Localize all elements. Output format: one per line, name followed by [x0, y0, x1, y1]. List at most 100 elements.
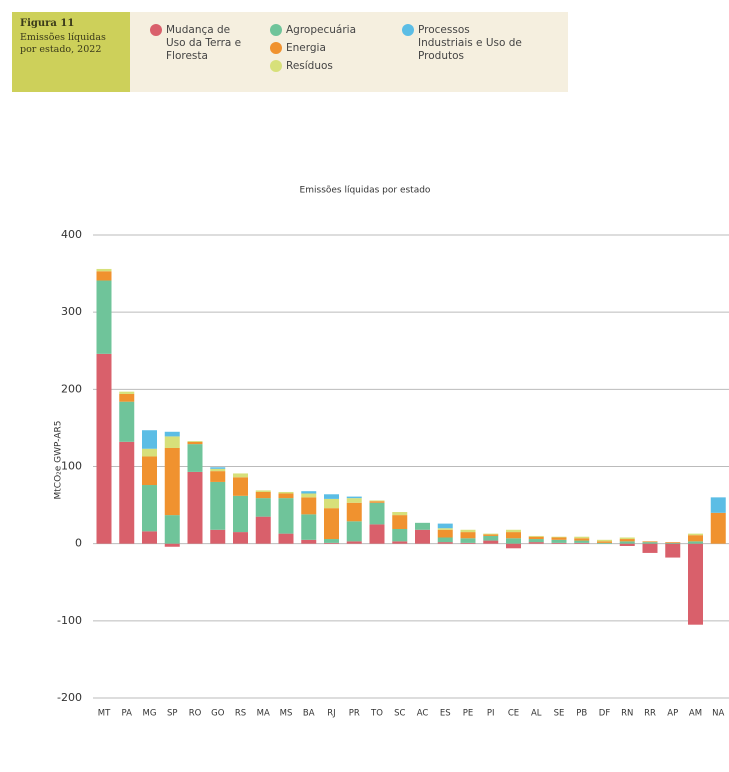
bar-segment: [688, 533, 703, 536]
x-tick-label: MG: [143, 709, 157, 719]
bar-segment: [255, 490, 271, 492]
x-tick-label: AC: [417, 709, 429, 719]
bar-segment: [187, 441, 203, 442]
bar-segment: [437, 529, 453, 538]
bar-segment: [142, 448, 157, 457]
bar-segment: [528, 542, 544, 544]
legend-item: Mudança de Uso da Terra e Floresta: [150, 24, 246, 63]
bar-segment: [551, 536, 567, 538]
bar-segment: [597, 539, 612, 542]
bar-segment: [688, 543, 703, 625]
bar-segment: [642, 542, 658, 544]
y-tick-label: 200: [61, 382, 82, 395]
bar-segment: [665, 543, 681, 558]
bar-segment: [346, 521, 362, 542]
bar-segment: [164, 431, 180, 437]
bar-segment: [506, 543, 521, 549]
bar-segment: [460, 542, 476, 544]
bar-segment: [415, 529, 430, 544]
bar-segment: [278, 533, 294, 544]
x-tick-label: MT: [98, 709, 111, 719]
x-tick-label: SP: [167, 709, 178, 719]
bar-segment: [506, 532, 521, 539]
x-tick-label: CE: [508, 709, 519, 719]
bar-segment: [346, 498, 362, 503]
legend-item: Processos Industriais e Uso de Produtos: [402, 24, 523, 63]
bar-segment: [210, 529, 226, 544]
bar-segment: [210, 471, 226, 482]
x-tick-label: RO: [189, 709, 202, 719]
x-tick-label: ES: [440, 709, 451, 719]
legend-swatch: [270, 42, 282, 54]
bar-segment: [233, 495, 248, 533]
bar-segment: [233, 477, 248, 496]
bar-segment: [369, 500, 385, 502]
bar-segment: [665, 542, 681, 543]
legend-item: Agropecuária: [270, 24, 401, 37]
figure-caption: Emissões líquidas por estado, 2022: [20, 32, 106, 55]
bar-segment: [210, 467, 226, 469]
bar-segment: [324, 498, 339, 509]
legend: Mudança de Uso da Terra e Floresta Agrope…: [130, 12, 568, 92]
bar-segment: [483, 535, 499, 541]
bar-segment: [255, 491, 271, 499]
x-tick-label: TO: [370, 709, 383, 719]
y-tick-label: -100: [57, 614, 82, 627]
bar-segment: [437, 523, 453, 529]
bar-segment: [119, 401, 135, 442]
bar-segment: [164, 447, 180, 516]
bar-segment: [96, 268, 112, 272]
y-tick-label: -200: [57, 691, 82, 704]
bar-segment: [460, 529, 476, 533]
bar-segment: [301, 491, 317, 494]
x-tick-label: AL: [531, 709, 542, 719]
bar-segment: [164, 515, 180, 544]
legend-label: Resíduos: [286, 60, 333, 72]
bar-segment: [619, 539, 635, 542]
bar-segment: [346, 502, 362, 522]
bar-segment: [301, 539, 317, 544]
x-tick-label: GO: [211, 709, 225, 719]
bar-segment: [483, 540, 499, 544]
x-tick-label: SE: [554, 709, 565, 719]
legend-swatch: [150, 24, 162, 36]
bar-segment: [346, 496, 362, 499]
bar-segment: [392, 515, 408, 530]
chart-title: Emissões líquidas por estado: [300, 186, 431, 196]
bar-segment: [210, 468, 226, 472]
bar-segment: [369, 524, 385, 544]
bar-segment: [688, 541, 703, 544]
bar-segment: [642, 541, 658, 543]
bar-segment: [506, 529, 521, 533]
bar-segment: [506, 538, 521, 544]
bar-segment: [665, 542, 681, 544]
x-tick-label: DF: [599, 709, 611, 719]
y-tick-label: 400: [61, 228, 82, 241]
bar-segment: [142, 485, 157, 532]
bar-segment: [119, 391, 135, 394]
bar-segment: [324, 494, 339, 499]
bar-segment: [551, 542, 567, 544]
bar-segment: [483, 533, 499, 535]
bar-segment: [574, 536, 590, 539]
bar-segment: [346, 541, 362, 544]
x-tick-label: RS: [235, 709, 246, 719]
bar-segment: [392, 529, 408, 542]
bar-segment: [710, 512, 726, 544]
bar-segment: [619, 543, 635, 546]
x-tick-label: RJ: [327, 709, 335, 719]
x-tick-label: PR: [349, 709, 360, 719]
bar-segment: [460, 532, 476, 539]
bar-segment: [460, 538, 476, 543]
bar-segment: [278, 498, 294, 534]
bar-segment: [119, 393, 135, 402]
bar-segment: [392, 541, 408, 544]
chart: Emissões líquidas por estado MtCO₂e GWP-…: [54, 186, 729, 719]
legend-item: Energia: [270, 42, 401, 55]
bar-segment: [324, 508, 339, 540]
bar-segment: [278, 493, 294, 499]
x-tick-label: MS: [280, 709, 293, 719]
legend-label: Processos Industriais e Uso de Produtos: [418, 24, 522, 62]
bar-segment: [142, 456, 157, 486]
bar-segment: [233, 473, 248, 478]
